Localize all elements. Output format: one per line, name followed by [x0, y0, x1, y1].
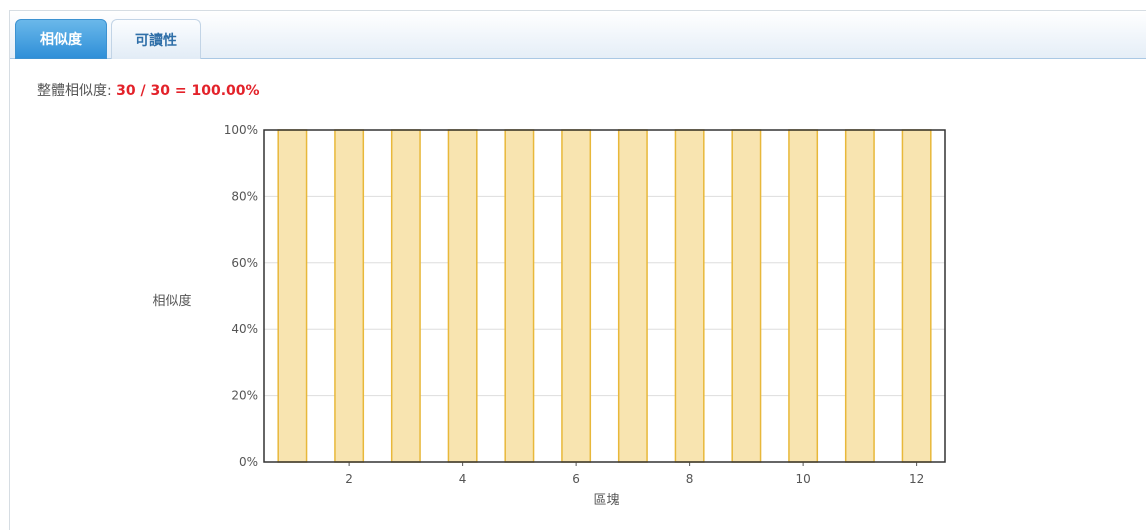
bar [674, 129, 705, 463]
x-axis-title: 區塊 [593, 492, 619, 508]
y-tick-label: 40% [231, 322, 258, 336]
y-axis-title: 相似度 [152, 293, 191, 309]
overall-similarity-label: 整體相似度: [37, 83, 112, 99]
tab-similarity-label: 相似度 [40, 32, 82, 48]
x-tick-label: 8 [686, 472, 694, 486]
tab-bar: 相似度 可讀性 [10, 11, 1146, 59]
bar [617, 129, 648, 463]
bar [390, 129, 421, 463]
content-panel: 相似度 可讀性 [9, 10, 1146, 530]
y-tick-label: 100% [224, 123, 258, 137]
tab-readability[interactable]: 可讀性 [111, 19, 201, 59]
x-tick-label: 12 [909, 472, 924, 486]
bar [277, 129, 308, 463]
x-tick-label: 6 [572, 472, 580, 486]
bar [731, 129, 762, 463]
y-tick-label: 60% [231, 256, 258, 270]
tab-similarity[interactable]: 相似度 [15, 19, 107, 59]
x-tick-label: 4 [459, 472, 467, 486]
tab-readability-label: 可讀性 [135, 32, 177, 49]
y-tick-label: 0% [239, 455, 258, 469]
x-tick-label: 2 [345, 472, 353, 486]
plot-frame [263, 129, 946, 463]
bar [788, 129, 819, 463]
bar [334, 129, 365, 463]
bar [844, 129, 875, 463]
y-tick-label: 80% [231, 189, 258, 203]
overall-similarity: 整體相似度: 30 / 30 = 100.00% [37, 80, 260, 100]
bar [561, 129, 592, 463]
y-tick-label: 20% [231, 389, 258, 403]
bar [901, 129, 932, 463]
bar [504, 129, 535, 463]
bar [447, 129, 478, 463]
x-tick-label: 10 [795, 472, 810, 486]
overall-similarity-value: 30 / 30 = 100.00% [116, 83, 260, 99]
